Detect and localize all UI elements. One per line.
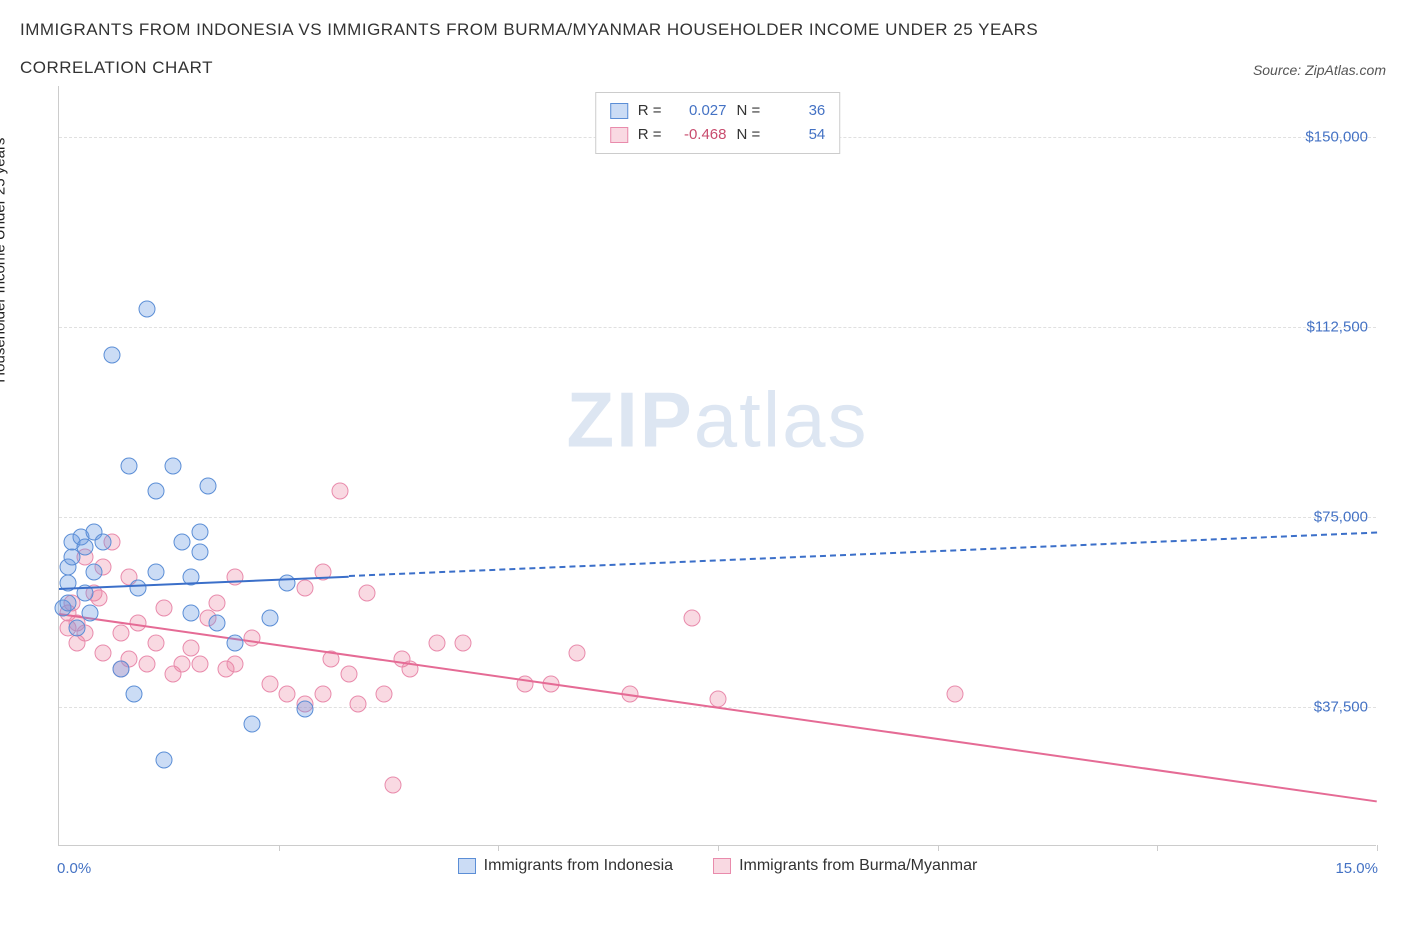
marker-burma [455,635,472,652]
marker-indonesia [112,660,129,677]
marker-indonesia [77,539,94,556]
stats-n-burma: 54 [770,123,825,147]
y-tick-label: $150,000 [1305,128,1368,145]
marker-burma [279,686,296,703]
gridline [59,327,1376,328]
trendline-dashed [349,532,1377,577]
marker-indonesia [209,615,226,632]
bottom-legend: Immigrants from Indonesia Immigrants fro… [59,857,1376,875]
marker-indonesia [121,458,138,475]
marker-burma [147,635,164,652]
marker-indonesia [156,751,173,768]
plot-area: ZIPatlas $37,500 $75,000 $112,500 $150,000 [59,86,1376,845]
legend-item-burma: Immigrants from Burma/Myanmar [713,857,977,875]
x-axis-label-left: 0.0% [57,860,91,877]
stats-n-label2: N = [737,123,761,147]
stats-n-label: N = [737,99,761,123]
marker-indonesia [174,534,191,551]
marker-burma [332,483,349,500]
marker-indonesia [191,544,208,561]
marker-burma [112,625,129,642]
marker-burma [94,645,111,662]
marker-burma [340,665,357,682]
gridline [59,517,1376,518]
marker-burma [174,655,191,672]
marker-burma [138,655,155,672]
marker-indonesia [200,478,217,495]
marker-indonesia [297,701,314,718]
marker-burma [569,645,586,662]
marker-indonesia [130,579,147,596]
x-axis-label-right: 15.0% [1335,860,1378,877]
chart-title-line2: CORRELATION CHART [20,58,213,78]
marker-burma [947,686,964,703]
x-tick [1377,845,1378,851]
marker-burma [244,630,261,647]
source-label: Source: ZipAtlas.com [1253,62,1386,78]
marker-burma [314,686,331,703]
marker-indonesia [86,564,103,581]
stats-r-label: R = [638,99,662,123]
marker-burma [358,584,375,601]
stats-row-indonesia: R = 0.027 N = 36 [610,99,826,123]
marker-burma [428,635,445,652]
marker-burma [349,696,366,713]
marker-burma [376,686,393,703]
marker-indonesia [81,604,98,621]
marker-burma [261,675,278,692]
marker-indonesia [182,604,199,621]
marker-indonesia [279,574,296,591]
legend-label-burma: Immigrants from Burma/Myanmar [739,857,977,875]
marker-burma [156,599,173,616]
marker-burma [226,569,243,586]
watermark-zip: ZIP [566,375,693,463]
stats-swatch-indonesia [610,103,628,119]
plot-frame: ZIPatlas $37,500$75,000$112,500$150,000 … [58,86,1376,846]
marker-indonesia [147,564,164,581]
marker-indonesia [138,300,155,317]
legend-swatch-indonesia [458,858,476,874]
marker-indonesia [147,483,164,500]
stats-swatch-burma [610,127,628,143]
stats-r-burma: -0.468 [672,123,727,147]
marker-indonesia [59,594,76,611]
marker-indonesia [103,346,120,363]
marker-indonesia [261,610,278,627]
legend-label-indonesia: Immigrants from Indonesia [484,857,673,875]
marker-indonesia [165,458,182,475]
stats-n-indonesia: 36 [770,99,825,123]
marker-burma [226,655,243,672]
x-tick [1157,845,1158,851]
legend-swatch-burma [713,858,731,874]
y-axis-label: Householder Income Under 25 years [0,138,9,383]
y-tick-label: $37,500 [1314,698,1368,715]
marker-indonesia [244,716,261,733]
watermark-atlas: atlas [694,375,869,463]
correlation-chart: IMMIGRANTS FROM INDONESIA VS IMMIGRANTS … [20,20,1386,910]
y-tick-label: $112,500 [1307,318,1368,335]
chart-title-line1: IMMIGRANTS FROM INDONESIA VS IMMIGRANTS … [20,20,1386,40]
marker-burma [297,579,314,596]
stats-row-burma: R = -0.468 N = 54 [610,123,826,147]
marker-burma [191,655,208,672]
chart-header-row: CORRELATION CHART Source: ZipAtlas.com [20,58,1386,78]
y-tick-label: $75,000 [1314,508,1368,525]
marker-burma [209,594,226,611]
legend-item-indonesia: Immigrants from Indonesia [458,857,673,875]
x-tick [938,845,939,851]
stats-r-indonesia: 0.027 [672,99,727,123]
marker-indonesia [191,523,208,540]
marker-burma [683,610,700,627]
stats-box: R = 0.027 N = 36 R = -0.468 N = 54 [595,92,841,154]
marker-indonesia [226,635,243,652]
marker-indonesia [68,620,85,637]
x-tick [279,845,280,851]
watermark: ZIPatlas [566,374,868,465]
marker-indonesia [94,534,111,551]
marker-burma [384,777,401,794]
stats-r-label2: R = [638,123,662,147]
marker-indonesia [125,686,142,703]
x-tick [718,845,719,851]
x-tick [498,845,499,851]
